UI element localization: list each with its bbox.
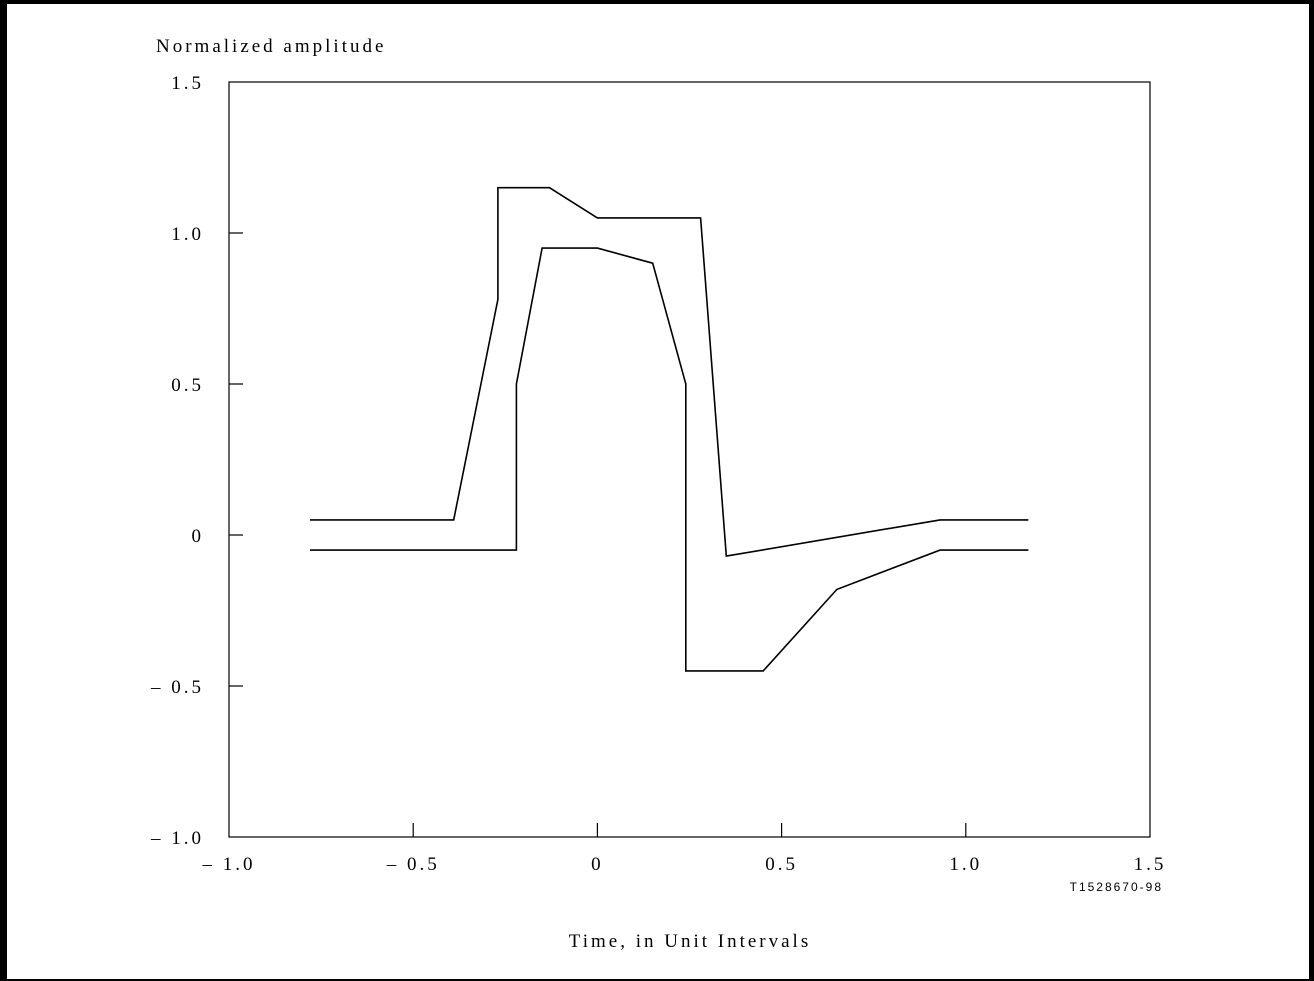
y-tick-label: 1.5 <box>171 73 204 94</box>
y-tick-label: – 1.0 <box>150 828 204 849</box>
y-tick-label: – 0.5 <box>150 677 204 698</box>
upper-limit-line <box>310 186 1029 558</box>
x-tick-label: 0.5 <box>765 854 798 875</box>
x-axis-label: Time, in Unit Intervals <box>569 931 811 952</box>
y-tick-label: 1.0 <box>171 224 204 245</box>
x-tick-label: 0 <box>591 854 604 875</box>
x-tick-label: – 1.0 <box>202 854 256 875</box>
ticks-layer <box>229 232 967 837</box>
x-tick-label: 1.0 <box>949 854 982 875</box>
plot-area <box>228 81 1151 838</box>
x-tick-label: 1.5 <box>1134 854 1167 875</box>
x-tick-label: – 0.5 <box>386 854 440 875</box>
y-tick-label: 0 <box>192 526 205 547</box>
y-axis-label: Normalized amplitude <box>156 36 386 57</box>
series-layer <box>310 186 1029 672</box>
lower-limit-line <box>310 247 1029 672</box>
labels-layer: – 1.0 – 0.5 0 0.5 1.0 1.5 1.5 1.0 0.5 0 – 0.5 – 1.0 <box>150 73 1167 875</box>
figure-reference-code: T1528670-98 <box>1070 880 1163 894</box>
y-tick-label: 0.5 <box>171 375 204 396</box>
